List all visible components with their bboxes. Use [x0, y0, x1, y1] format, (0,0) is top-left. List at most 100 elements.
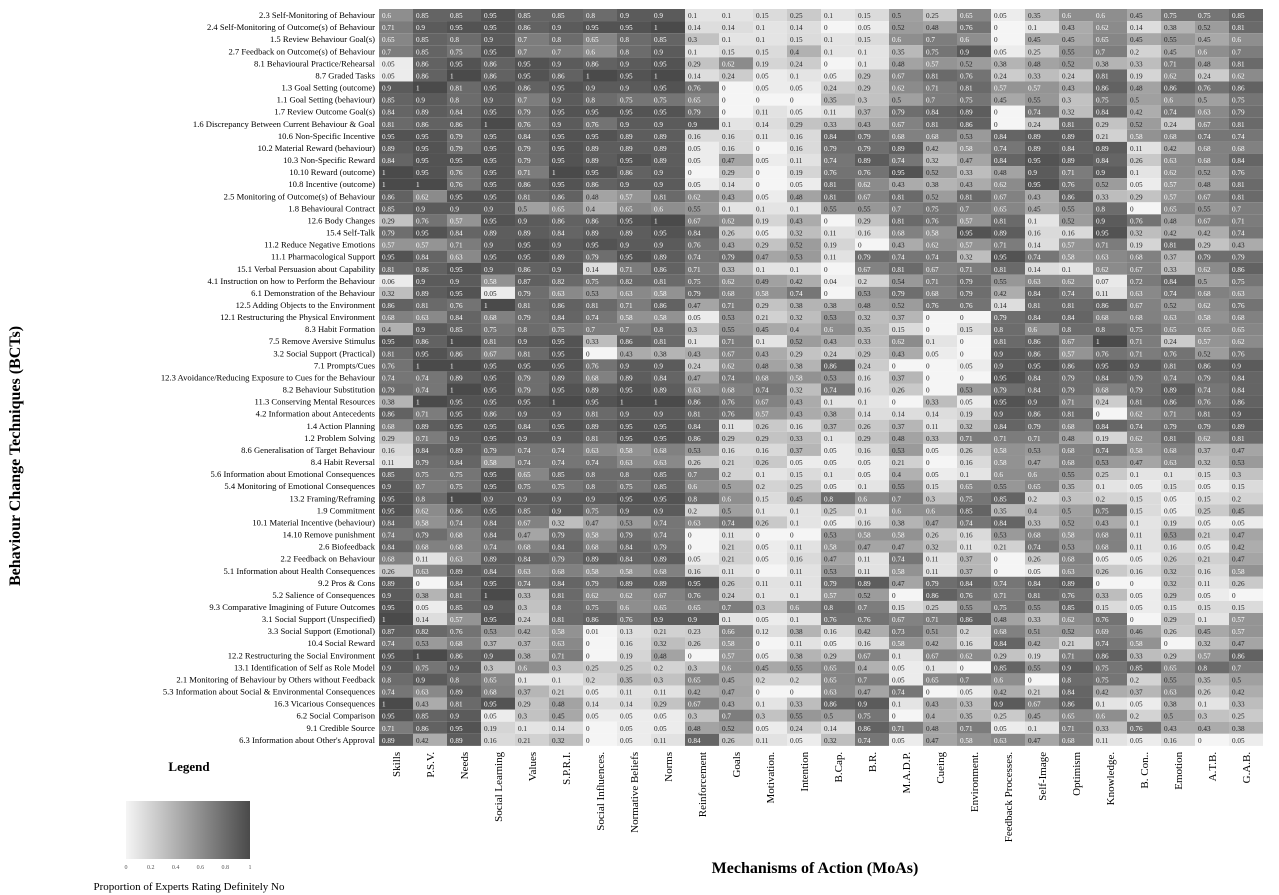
heatmap-cell — [1059, 21, 1093, 34]
heatmap-cell — [719, 347, 753, 360]
cell-value-label: 0.05 — [1164, 495, 1177, 503]
cell-value-label: 0.4 — [926, 713, 935, 721]
heatmap-cell — [515, 69, 549, 82]
heatmap-cell — [957, 178, 991, 191]
cell-value-label: 0.16 — [1130, 568, 1143, 576]
cell-value-label: 0.86 — [1232, 399, 1245, 407]
cell-value-label: 0.11 — [722, 423, 735, 431]
cell-value-label: 0.33 — [858, 338, 871, 346]
cell-value-label: 0.79 — [1130, 387, 1143, 395]
heatmap-cell — [1195, 311, 1229, 324]
heatmap-cell — [821, 105, 855, 118]
heatmap-cell — [1161, 129, 1195, 142]
cell-value-label: 0.58 — [994, 459, 1007, 467]
cell-value-label: 0.15 — [1164, 604, 1177, 612]
cell-value-label: 0.89 — [552, 254, 565, 262]
heatmap-cell — [957, 81, 991, 94]
row-label: 7.5 Remove Aversive Stimulus — [269, 336, 376, 346]
heatmap-cell — [447, 335, 481, 348]
cell-value-label: 0.3 — [1062, 495, 1071, 503]
heatmap-cell — [583, 178, 617, 191]
heatmap-cell — [855, 323, 889, 336]
cell-value-label: 0.95 — [1096, 230, 1109, 238]
cell-value-label: 0.1 — [1028, 217, 1037, 225]
heatmap-cell — [889, 93, 923, 106]
heatmap-cell — [1127, 359, 1161, 372]
cell-value-label: 0.11 — [756, 133, 769, 141]
heatmap-cell — [1195, 226, 1229, 239]
cell-value-label: 0.74 — [654, 532, 667, 540]
cell-value-label: 0.84 — [518, 133, 531, 141]
heatmap-cell — [889, 274, 923, 287]
heatmap-cell — [1025, 298, 1059, 311]
cell-value-label: 0.81 — [586, 411, 599, 419]
cell-value-label: 0.54 — [892, 278, 905, 286]
cell-value-label: 0.47 — [756, 254, 769, 262]
cell-value-label: 0.79 — [960, 278, 973, 286]
cell-value-label: 0.24 — [994, 72, 1007, 80]
heatmap-cell — [685, 226, 719, 239]
cell-value-label: 0.76 — [1130, 217, 1143, 225]
heatmap-cell — [821, 335, 855, 348]
cell-value-label: 0.33 — [1096, 592, 1109, 600]
heatmap-cell — [379, 298, 413, 311]
heatmap-cell — [923, 166, 957, 179]
cell-value-label: 0.95 — [654, 60, 667, 68]
cell-value-label: 0.6 — [1028, 471, 1037, 479]
cell-value-label: 0.35 — [620, 676, 633, 684]
cell-value-label: 0.3 — [484, 664, 493, 672]
cell-value-label: 0.86 — [1062, 362, 1075, 370]
legend-caption: Proportion of Experts Rating Definitely … — [94, 881, 285, 893]
heatmap-cell — [957, 383, 991, 396]
cell-value-label: 0.58 — [960, 737, 973, 745]
legend-tick-label: 0.2 — [147, 865, 155, 871]
cell-value-label: 0.15 — [960, 326, 973, 334]
cell-value-label: 0.67 — [892, 121, 905, 129]
cell-value-label: 0.15 — [1198, 471, 1211, 479]
cell-value-label: 0.84 — [484, 568, 497, 576]
heatmap-cells: 0.6 0.85 0.85 0.95 0.85 0.85 0.8 0.9 0.9 0.1 0.1 0.… — [379, 9, 1263, 746]
cell-value-label: 0.52 — [1062, 628, 1075, 636]
heatmap-cell — [447, 81, 481, 94]
cell-value-label: 0.84 — [450, 580, 463, 588]
cell-value-label: 0.67 — [688, 701, 701, 709]
heatmap-cell — [549, 45, 583, 58]
cell-value-label: 0.05 — [994, 12, 1007, 20]
cell-value-label: 0.89 — [620, 145, 633, 153]
heatmap-cell — [685, 105, 719, 118]
cell-value-label: 0.51 — [1028, 628, 1041, 636]
cell-value-label: 0.86 — [1096, 85, 1109, 93]
cell-value-label: 0.14 — [790, 24, 803, 32]
heatmap-cell — [991, 335, 1025, 348]
cell-value-label: 0.42 — [994, 689, 1007, 697]
heatmap-cell — [685, 202, 719, 215]
heatmap-cell — [889, 214, 923, 227]
cell-value-label: 0 — [994, 36, 998, 44]
cell-value-label: 0.05 — [620, 713, 633, 721]
cell-value-label: 0.68 — [722, 387, 735, 395]
cell-value-label: 0 — [994, 556, 998, 564]
cell-value-label: 0.82 — [552, 278, 565, 286]
cell-value-label: 0.7 — [1232, 48, 1241, 56]
cell-value-label: 0.1 — [756, 701, 765, 709]
cell-value-label: 0.76 — [960, 592, 973, 600]
cell-value-label: 0.79 — [858, 254, 871, 262]
cell-value-label: 0.15 — [722, 48, 735, 56]
cell-value-label: 0.95 — [450, 60, 463, 68]
cell-value-label: 0.53 — [960, 133, 973, 141]
heatmap-cell — [923, 178, 957, 191]
cell-value-label: 0.62 — [1096, 266, 1109, 274]
heatmap-cell — [1025, 262, 1059, 275]
cell-value-label: 0.55 — [960, 604, 973, 612]
cell-value-label: 0.14 — [552, 725, 565, 733]
cell-value-label: 0.14 — [586, 701, 599, 709]
cell-value-label: 0.95 — [484, 507, 497, 515]
heatmap-cell — [1059, 298, 1093, 311]
cell-value-label: 0.35 — [892, 48, 905, 56]
heatmap-cell — [413, 383, 447, 396]
cell-value-label: 0.8 — [586, 12, 595, 20]
cell-value-label: 0.05 — [382, 60, 395, 68]
cell-value-label: 0.86 — [382, 193, 395, 201]
heatmap-cell — [753, 69, 787, 82]
heatmap-cell — [719, 129, 753, 142]
